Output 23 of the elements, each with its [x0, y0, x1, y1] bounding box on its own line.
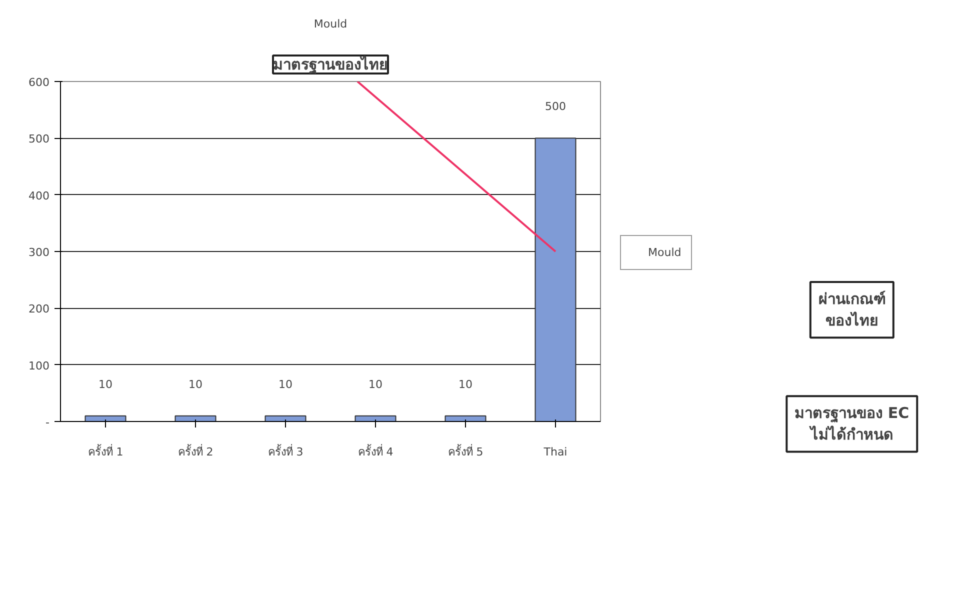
y-tick-label: 400 [28, 189, 50, 202]
text: มาตรฐานของ EC ไม่ได้กำหนด [794, 404, 910, 444]
data-label: 10 [368, 378, 382, 391]
x-tick-label: ครั้งที่ 2 [178, 444, 214, 458]
y-tick-label: 200 [28, 302, 50, 316]
chart-title: Mould [314, 18, 348, 30]
x-tick-label: ครั้งที่ 1 [88, 444, 124, 458]
y-tick-label: 600 [28, 76, 50, 89]
data-label: 10 [188, 378, 202, 391]
y-tick-label: - [46, 416, 50, 429]
data-label: 10 [98, 378, 112, 391]
y-tick-label: 300 [28, 246, 50, 259]
data-label: 500 [545, 100, 566, 114]
text: Mould [648, 246, 682, 259]
x-tick-label: Thai [542, 446, 568, 458]
x-tick-label: ครั้งที่ 3 [268, 444, 304, 458]
x-tick-label: ครั้งที่ 5 [448, 444, 484, 458]
y-tick-label: 500 [28, 132, 50, 146]
x-tick-label: ครั้งที่ 4 [358, 444, 394, 458]
y-tick-label: 100 [28, 359, 50, 372]
data-label: 10 [278, 378, 292, 391]
data-label: 10 [458, 378, 472, 391]
text: ผ่านเกณฑ์ ของไทย [818, 290, 886, 330]
